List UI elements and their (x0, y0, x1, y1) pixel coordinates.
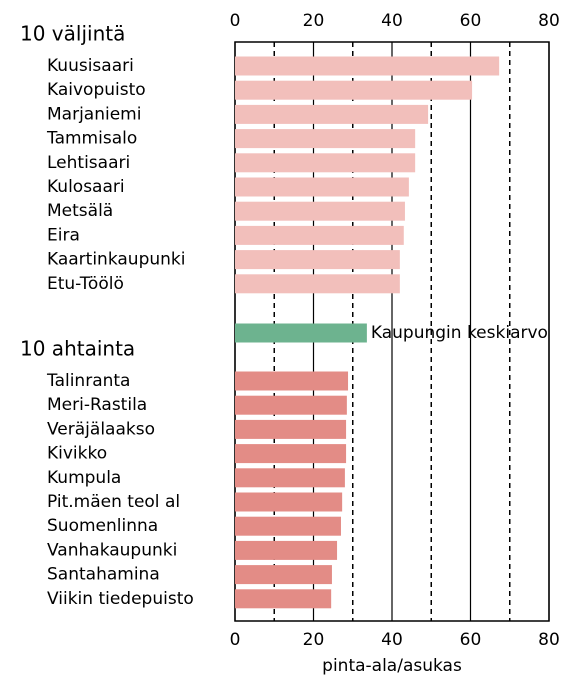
bar (235, 395, 347, 415)
x-tick-label: 80 (538, 11, 560, 31)
y-tick-label: Suomenlinna (47, 516, 158, 536)
y-tick-label: Kaivopuisto (47, 80, 146, 100)
bar (235, 104, 429, 124)
y-tick-label: Lehtisaari (47, 153, 130, 173)
y-tick-label: Tammisalo (46, 129, 137, 149)
y-tick-label: Metsälä (47, 201, 113, 221)
bar (235, 80, 473, 100)
bar (235, 540, 338, 560)
group-title: 10 väljintä (20, 22, 125, 46)
bar (235, 444, 347, 464)
x-tick-label: 80 (538, 630, 560, 650)
group-title: 10 ahtainta (20, 337, 135, 361)
y-tick-label: Kivikko (47, 444, 107, 464)
bar (235, 516, 341, 536)
bar (235, 419, 347, 439)
x-tick-label: 40 (381, 11, 403, 31)
bar (235, 177, 409, 197)
bar-label: Kaupungin keskiarvo (371, 323, 548, 343)
y-tick-label: Eira (47, 225, 80, 245)
bar (235, 468, 345, 488)
y-tick-label: Pit.mäen teol al (47, 492, 180, 512)
x-axis-label: pinta-ala/asukas (322, 656, 462, 676)
x-tick-label: 60 (460, 630, 482, 650)
y-tick-label: Kumpula (47, 468, 121, 488)
bar (235, 371, 349, 391)
x-tick-label: 60 (460, 11, 482, 31)
y-tick-label: Vanhakaupunki (47, 540, 177, 560)
y-tick-label: Veräjälaakso (47, 419, 155, 439)
y-tick-label: Viikin tiedepuisto (47, 589, 194, 609)
bar (235, 250, 400, 270)
bar (235, 225, 404, 245)
bar (235, 274, 400, 294)
bar (235, 323, 367, 343)
y-tick-label: Meri-Rastila (47, 395, 147, 415)
bar (235, 56, 500, 76)
bar (235, 589, 332, 609)
bar (235, 129, 416, 149)
y-tick-label: Kaartinkaupunki (47, 250, 185, 270)
bar (235, 153, 416, 173)
x-tick-label: 20 (303, 11, 325, 31)
x-tick-label: 40 (381, 630, 403, 650)
x-tick-label: 0 (230, 630, 241, 650)
x-tick-label: 0 (230, 11, 241, 31)
y-tick-label: Talinranta (46, 371, 130, 391)
y-tick-label: Santahamina (47, 565, 160, 585)
bar (235, 201, 405, 221)
y-tick-label: Kuusisaari (47, 56, 134, 76)
bar (235, 565, 332, 585)
bar (235, 492, 343, 512)
y-tick-label: Kulosaari (47, 177, 125, 197)
y-tick-label: Marjaniemi (47, 104, 141, 124)
y-tick-label: Etu-Töölö (47, 274, 124, 294)
x-tick-label: 20 (303, 630, 325, 650)
